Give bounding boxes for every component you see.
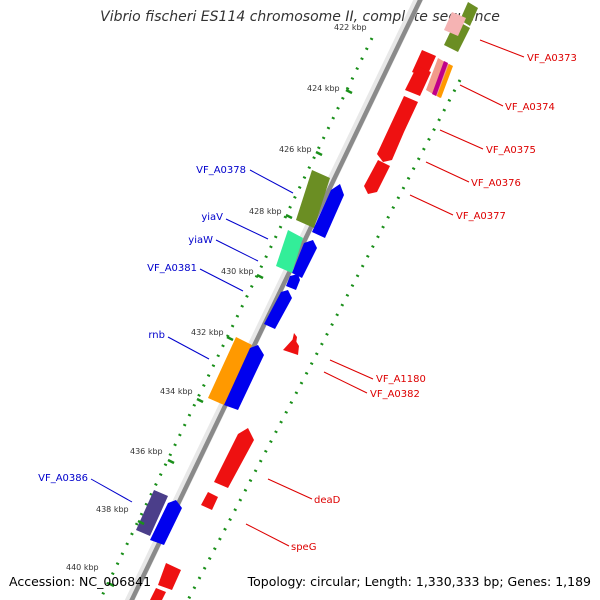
gene-label-yiaw[interactable]: yiaW: [188, 235, 213, 246]
gene-label-vf-a0375[interactable]: VF_A0375: [486, 145, 536, 156]
forward-gene[interactable]: [286, 274, 300, 290]
scale-label: 436 kbp: [130, 447, 163, 456]
reverse-labels: VF_A0373 VF_A0374 VF_A0375 VF_A0376 VF_A…: [291, 53, 577, 553]
gene-label-vf-a0378[interactable]: VF_A0378: [196, 165, 246, 176]
gene-label-vf-a0381[interactable]: VF_A0381: [147, 263, 197, 274]
scale-label: 434 kbp: [160, 387, 193, 396]
reverse-gene-group-top: [364, 50, 436, 194]
gene-label-vf-a1180[interactable]: VF_A1180: [376, 374, 426, 385]
scale-label: 428 kbp: [249, 207, 282, 216]
gene-label-yiav[interactable]: yiaV: [201, 212, 223, 223]
scale-label: 426 kbp: [279, 145, 312, 154]
reverse-gene-bottom[interactable]: [158, 563, 181, 590]
reverse-gene[interactable]: [377, 126, 404, 162]
scale-ticks: [107, 88, 353, 588]
inner-tick-track: [186, 79, 462, 600]
reverse-leader-lines: [245, 39, 525, 547]
reverse-gene-small[interactable]: [283, 338, 299, 355]
feature-top-pink[interactable]: [444, 12, 466, 36]
feature-top-olive[interactable]: [444, 20, 470, 52]
forward-leader-lines: [90, 169, 294, 503]
feature-yiav[interactable]: [276, 230, 303, 273]
gene-label-vf-a0377[interactable]: VF_A0377: [456, 211, 506, 222]
scale-label: 438 kbp: [96, 505, 129, 514]
feature-vf-a0386[interactable]: [136, 490, 168, 536]
gene-label-vf-a0386[interactable]: VF_A0386: [38, 473, 88, 484]
map-title: Vibrio fischeri ES114 chromosome II, com…: [100, 9, 500, 25]
gene-label-vf-a0376[interactable]: VF_A0376: [471, 178, 521, 189]
outer-tick-track: [98, 37, 374, 600]
gene-label-vf-a0382[interactable]: VF_A0382: [370, 389, 420, 400]
accession-text: Accession: NC_006841: [9, 574, 152, 589]
forward-labels: VF_A0378 yiaV yiaW VF_A0381 rnb VF_A0386: [38, 165, 246, 484]
reverse-gene-dead[interactable]: [214, 428, 254, 488]
gene-label-vf-a0373[interactable]: VF_A0373: [527, 53, 577, 64]
gene-label-rnb[interactable]: rnb: [148, 330, 165, 341]
scale-label: 424 kbp: [307, 84, 340, 93]
scale-labels: 422 kbp 424 kbp 426 kbp 428 kbp 430 kbp …: [66, 23, 367, 572]
feature-mixed-stripe-2[interactable]: [437, 64, 453, 98]
reverse-gene[interactable]: [405, 66, 431, 96]
forward-gene[interactable]: [264, 290, 292, 329]
gene-label-vf-a0374[interactable]: VF_A0374: [505, 102, 555, 113]
forward-gene[interactable]: [312, 184, 344, 238]
forward-gene[interactable]: [292, 240, 317, 278]
forward-gene[interactable]: [224, 345, 264, 410]
gene-label-speg[interactable]: speG: [291, 542, 316, 553]
forward-gene[interactable]: [150, 500, 182, 545]
reverse-gene-small-3[interactable]: [201, 492, 218, 510]
feature-mixed-stripe[interactable]: [432, 61, 448, 96]
reverse-gene[interactable]: [364, 160, 390, 194]
feature-rnb[interactable]: [208, 337, 252, 405]
feature-vf-a0378[interactable]: [296, 170, 330, 228]
scale-label: 422 kbp: [334, 23, 367, 32]
scale-label: 440 kbp: [66, 563, 99, 572]
scale-label: 432 kbp: [191, 328, 224, 337]
topology-text: Topology: circular; Length: 1,330,333 bp…: [247, 574, 591, 589]
reverse-gene-small-2[interactable]: [292, 333, 297, 344]
gene-label-dead[interactable]: deaD: [314, 495, 341, 506]
reverse-gene[interactable]: [390, 96, 418, 134]
scale-label: 430 kbp: [221, 267, 254, 276]
reverse-gene-bottom-2[interactable]: [150, 588, 166, 600]
